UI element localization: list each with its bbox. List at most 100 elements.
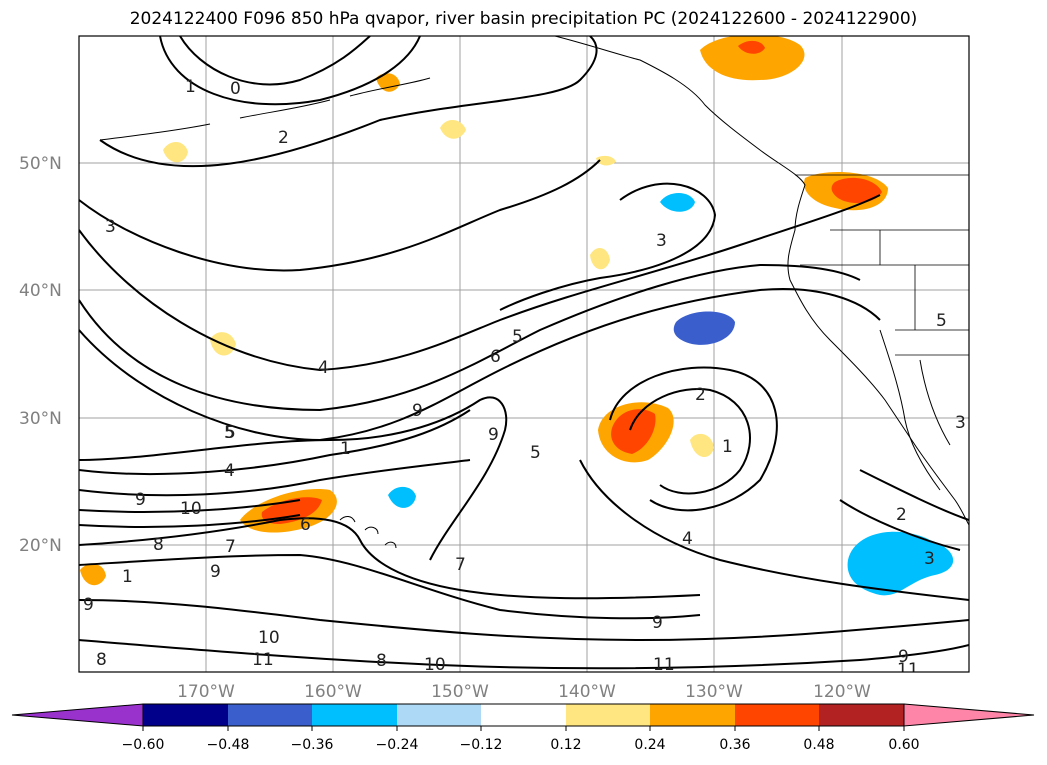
colorbar-tick-label: −0.36: [291, 737, 334, 753]
contour-label: 4: [682, 529, 693, 549]
contour-label: 9: [210, 562, 221, 582]
longitude-axis: 170°W 160°W 150°W 140°W 130°W 120°W: [177, 682, 871, 702]
contour-label: 1: [722, 437, 733, 457]
contour-label: 11: [252, 650, 274, 670]
colorbar-tick-label: −0.48: [207, 737, 250, 753]
contour-labels: 0 1 2 3 4 5 6 9 10 8 7 9 10 11 8 10 11 9…: [83, 77, 966, 680]
contour-1-center: [609, 366, 778, 512]
contour-1: [159, 36, 421, 106]
colorbar-tick-label: −0.60: [122, 737, 165, 753]
border-us-states: [800, 229, 969, 331]
contour-label: 5: [936, 311, 947, 331]
contour-subtrop-4: [79, 639, 969, 670]
contour-label: 4: [224, 461, 235, 481]
precip-patch-blue-ne: [660, 193, 695, 212]
contour-label: 3: [955, 413, 966, 433]
colorbar-tick-label: 0.12: [550, 737, 581, 753]
contour-label: 11: [897, 660, 919, 680]
contour-label: 9: [412, 401, 423, 421]
precip-patch-blue-center: [673, 311, 735, 345]
precip-patch-yellow-5: [690, 433, 714, 458]
contour-6: [79, 288, 881, 442]
contour-label: 3: [656, 231, 667, 251]
lon-label-130w: 130°W: [685, 682, 743, 702]
coastlines: [99, 36, 969, 549]
contour-5: [79, 263, 861, 412]
coastline-baja: [879, 329, 951, 491]
contour-label: 5: [530, 443, 541, 463]
latitude-axis: 50°N 40°N 30°N 20°N: [19, 154, 62, 556]
contour-label: 11: [653, 655, 675, 675]
contour-label: 8: [153, 535, 164, 555]
contour-label: 10: [258, 628, 280, 648]
colorbar-tick-label: −0.12: [460, 737, 503, 753]
precip-patch-yellow-6: [80, 563, 106, 586]
lon-label-150w: 150°W: [431, 682, 489, 702]
contour-label: 2: [278, 128, 289, 148]
precip-patch-blue-hawaii: [388, 486, 416, 508]
contour-label: 9: [135, 490, 146, 510]
colorbar-bin: [228, 704, 312, 726]
contour-10: [79, 499, 301, 528]
colorbar-bin: [735, 704, 819, 726]
contour-2-center: [629, 388, 751, 495]
lon-label-170w: 170°W: [177, 682, 235, 702]
precip-patch-alaska: [700, 36, 805, 81]
political-borders: [795, 174, 969, 356]
contour-label: 8: [96, 650, 107, 670]
contour-subtrop-2: [79, 553, 701, 620]
contour-label: 2: [896, 505, 907, 525]
contour-label: 9: [488, 425, 499, 445]
colorbar-tick-label: 0.48: [803, 737, 834, 753]
contour-label: 2: [695, 385, 706, 405]
lon-label-120w: 120°W: [813, 682, 871, 702]
precip-patch-blue-south: [847, 531, 954, 596]
map-title: 2024122400 F096 850 hPa qvapor, river ba…: [129, 9, 918, 29]
colorbar-ticks: [142, 726, 905, 731]
lon-label-140w: 140°W: [558, 682, 616, 702]
contour-label: 9: [898, 647, 909, 667]
contour-2: [99, 36, 598, 168]
precip-patch-alaska-core: [738, 40, 765, 54]
contour-subtrop-1: [79, 517, 701, 600]
contour-label: 10: [424, 655, 446, 675]
graticule: [79, 36, 969, 672]
lat-label-20n: 20°N: [19, 536, 62, 556]
colorbar-tick-label: 0.24: [634, 737, 665, 753]
contour-7: [79, 396, 508, 561]
precip-patch-yellow-3: [440, 119, 466, 139]
contour-label: 5: [512, 327, 523, 347]
colorbar: −0.60 −0.48 −0.36 −0.24 −0.12 0.12 0.24 …: [11, 703, 1035, 753]
contour-9-right: [579, 459, 969, 601]
precip-patch-central-core: [611, 409, 656, 454]
colorbar-tick-label: −0.24: [376, 737, 419, 753]
map-frame: [78, 35, 970, 673]
contour-3-se: [839, 469, 969, 551]
lat-label-40n: 40°N: [19, 281, 62, 301]
contour-label: 1: [185, 77, 196, 97]
coastline-hawaii: [339, 516, 397, 549]
contour-label: 1: [340, 439, 351, 459]
contour-label: 10: [180, 499, 202, 519]
contour-label: 9: [83, 595, 94, 615]
contour-9: [79, 459, 471, 497]
contour-label: 3: [105, 217, 116, 237]
map-panel: 0 1 2 3 4 5 6 9 10 8 7 9 10 11 8 10 11 9…: [78, 35, 970, 680]
precip-patch-yellow-4: [590, 247, 610, 270]
contour-4: [79, 194, 881, 372]
contour-label: 4: [318, 358, 329, 378]
contour-label: 6: [490, 347, 501, 367]
contour-3b: [499, 182, 717, 311]
colorbar-tick-label: 0.36: [719, 737, 750, 753]
colorbar-extend-low: [11, 703, 144, 727]
colorbar-tick-label: 0.60: [888, 737, 919, 753]
precip-patch-yellow-1: [163, 141, 188, 163]
contour-0: [179, 36, 371, 86]
contour-3a: [79, 159, 601, 272]
precip-patch-yellow-8: [376, 73, 400, 92]
coastline-alaska: [554, 36, 969, 526]
contour-label: 7: [455, 555, 466, 575]
colorbar-bin: [566, 704, 650, 726]
colorbar-frame: [142, 703, 905, 727]
